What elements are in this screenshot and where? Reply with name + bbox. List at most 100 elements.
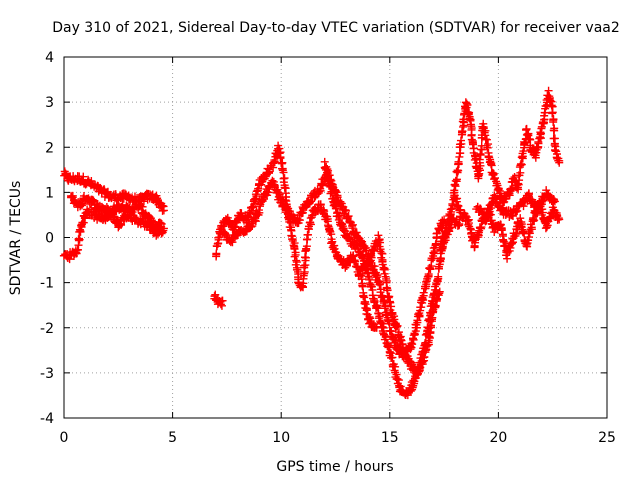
data-point	[483, 143, 492, 152]
data-point	[423, 323, 432, 332]
data-point	[342, 206, 351, 215]
data-point	[497, 226, 506, 235]
data-point	[551, 142, 560, 151]
data-point	[159, 206, 168, 215]
data-point	[424, 324, 433, 333]
data-point	[454, 157, 463, 166]
data-point	[463, 217, 472, 226]
data-point	[359, 292, 368, 301]
data-point	[385, 319, 394, 328]
data-point	[435, 287, 444, 296]
y-tick-label: 3	[45, 95, 54, 111]
data-point	[448, 199, 457, 208]
y-tick-label: -1	[40, 276, 54, 292]
chart-title: Day 310 of 2021, Sidereal Day-to-day VTE…	[52, 20, 620, 36]
data-point	[372, 303, 381, 312]
y-tick-label: 2	[45, 140, 54, 156]
data-point	[475, 158, 484, 167]
data-point	[529, 217, 538, 226]
data-point	[366, 257, 375, 266]
data-point	[75, 235, 84, 244]
data-point	[550, 195, 559, 204]
data-point	[157, 219, 166, 228]
data-point	[139, 197, 148, 206]
y-tick-label: 0	[45, 231, 54, 247]
data-point	[370, 296, 379, 305]
data-point	[421, 338, 430, 347]
data-point	[550, 197, 559, 206]
data-point	[362, 264, 371, 273]
data-point	[326, 189, 335, 198]
data-point	[555, 156, 564, 165]
data-point	[299, 274, 308, 283]
data-point	[350, 256, 359, 265]
data-point	[372, 323, 381, 332]
x-tick-label: 25	[598, 430, 616, 446]
data-point	[228, 238, 237, 247]
data-point	[419, 288, 428, 297]
data-point	[496, 199, 505, 208]
data-point	[408, 340, 417, 349]
x-tick-label: 15	[381, 430, 399, 446]
data-point	[290, 245, 299, 254]
x-tick-label: 10	[272, 430, 290, 446]
data-point	[471, 152, 480, 161]
data-point	[548, 108, 557, 117]
x-tick-label: 20	[489, 430, 507, 446]
y-tick-label: -4	[40, 411, 54, 427]
data-point	[471, 154, 480, 163]
data-point	[292, 263, 301, 272]
data-point	[74, 236, 83, 245]
data-point	[522, 125, 531, 134]
data-point	[211, 290, 220, 299]
data-point	[218, 296, 227, 305]
x-tick-label: 0	[60, 430, 69, 446]
data-point	[374, 231, 383, 240]
data-point	[65, 255, 74, 264]
data-point	[275, 149, 284, 158]
data-point	[393, 322, 402, 331]
data-point	[280, 174, 289, 183]
data-point	[149, 217, 158, 226]
data-point	[546, 96, 555, 105]
data-point	[212, 250, 221, 259]
data-point	[276, 154, 285, 163]
data-point	[414, 367, 423, 376]
data-point	[290, 252, 299, 261]
data-point	[517, 160, 526, 169]
data-point	[422, 277, 431, 286]
data-point	[453, 194, 462, 203]
data-point	[362, 306, 371, 315]
data-point	[487, 161, 496, 170]
data-point	[534, 139, 543, 148]
data-point	[555, 215, 564, 224]
data-point	[525, 229, 534, 238]
data-point	[72, 249, 81, 258]
data-point	[341, 263, 350, 272]
data-point	[375, 280, 384, 289]
data-point	[255, 208, 264, 217]
data-point	[328, 243, 337, 252]
data-point	[463, 100, 472, 109]
data-point	[485, 153, 494, 162]
data-point	[426, 309, 435, 318]
data-point	[513, 207, 522, 216]
data-point	[373, 271, 382, 280]
data-point	[389, 333, 398, 342]
data-point	[507, 185, 516, 194]
data-point	[270, 158, 279, 167]
data-point	[383, 315, 392, 324]
data-points	[59, 86, 564, 400]
data-point	[73, 246, 82, 255]
data-point	[361, 300, 370, 309]
data-point	[316, 186, 325, 195]
data-point	[153, 194, 162, 203]
data-point	[76, 227, 85, 236]
data-point	[527, 223, 536, 232]
data-point	[549, 118, 558, 127]
data-point	[549, 126, 558, 135]
data-point	[152, 231, 161, 240]
data-point	[384, 293, 393, 302]
y-tick-label: 4	[45, 50, 54, 66]
